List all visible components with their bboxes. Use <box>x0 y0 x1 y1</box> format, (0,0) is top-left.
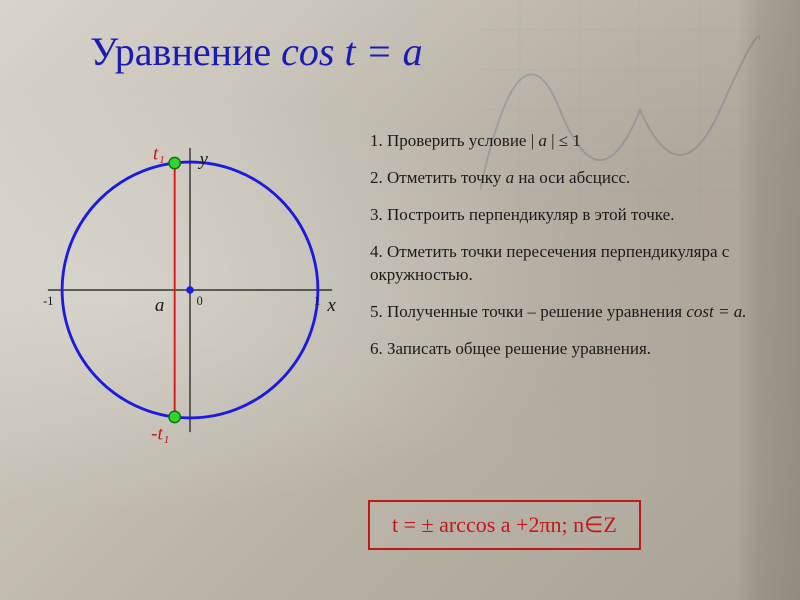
formula-box: t = ± arccos a +2πn; n∈Z <box>368 500 641 550</box>
steps-list: 1. Проверить условие | a | ≤ 1 2. Отмети… <box>370 130 760 375</box>
label-pos-one: 1 <box>314 294 320 308</box>
step-3: 3. Построить перпендикуляр в этой точке. <box>370 204 760 227</box>
label-origin: 0 <box>197 294 203 308</box>
label-neg-t1: -t₁ <box>151 424 169 445</box>
center-point <box>186 286 194 294</box>
label-neg-one: -1 <box>43 294 53 308</box>
formula-text: t = ± arccos a +2πn; n∈Z <box>392 512 617 537</box>
unit-circle-diagram: y x 0 -1 1 a t₁ -t₁ <box>30 110 350 470</box>
step-4: 4. Отметить точки пересечения перпендику… <box>370 241 760 287</box>
label-x-axis: x <box>326 295 336 316</box>
step-2: 2. Отметить точку a на оси абсцисс. <box>370 167 760 190</box>
label-y-axis: y <box>197 149 208 170</box>
point-neg-t1 <box>169 411 180 422</box>
slide-title: Уравнение cos t = a <box>90 28 423 75</box>
step-1: 1. Проверить условие | a | ≤ 1 <box>370 130 760 153</box>
step-5: 5. Полученные точки – решение уравнения … <box>370 301 760 324</box>
point-t1 <box>169 157 180 168</box>
label-a: a <box>155 295 164 316</box>
label-t1: t₁ <box>153 143 165 164</box>
step-6: 6. Записать общее решение уравнения. <box>370 338 760 361</box>
